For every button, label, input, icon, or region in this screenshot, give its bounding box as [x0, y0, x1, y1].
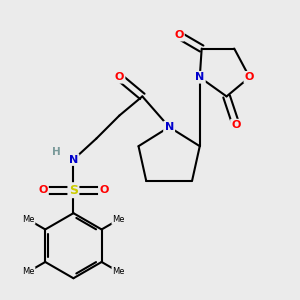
Text: N: N: [69, 154, 78, 165]
Text: Me: Me: [112, 267, 124, 276]
Text: H: H: [52, 147, 61, 157]
Text: O: O: [115, 72, 124, 82]
Text: Me: Me: [22, 267, 35, 276]
Text: N: N: [164, 122, 174, 132]
Text: O: O: [99, 185, 109, 195]
Text: Me: Me: [112, 215, 124, 224]
Text: O: O: [232, 120, 241, 130]
Text: O: O: [174, 30, 183, 40]
Text: N: N: [195, 72, 204, 82]
Text: O: O: [38, 185, 47, 195]
Text: Me: Me: [22, 215, 35, 224]
Text: O: O: [245, 72, 254, 82]
Text: S: S: [69, 184, 78, 197]
